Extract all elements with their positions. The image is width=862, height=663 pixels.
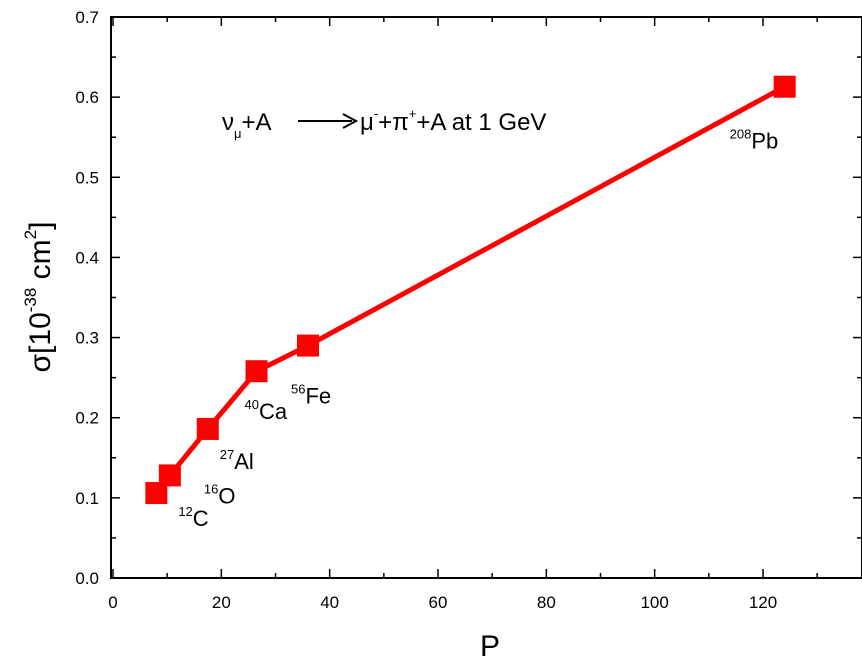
point-label-ca: 40Ca [245, 397, 288, 424]
y-axis-title-unit: cm [24, 239, 57, 287]
point-label-o: 16O [204, 481, 236, 508]
x-tick-label: 20 [212, 593, 231, 612]
isotope-mass: 27 [220, 447, 234, 462]
y-axis-title: σ[10-38 cm2] [21, 222, 57, 373]
isotope-mass: 56 [291, 382, 305, 397]
data-point-c [145, 482, 168, 505]
data-point-al [196, 417, 219, 440]
y-tick-label: 0.6 [75, 88, 99, 107]
y-axis-title-close: ] [24, 222, 57, 230]
element-symbol: O [218, 483, 235, 508]
series-line [154, 84, 786, 495]
element-symbol: C [193, 506, 209, 531]
anno-mu: μ [360, 109, 374, 136]
anno-minus: - [374, 106, 378, 121]
y-tick-label: 0.5 [75, 168, 99, 187]
element-symbol: Fe [305, 384, 331, 409]
x-tick-label: 120 [749, 593, 777, 612]
x-tick-label: 0 [108, 593, 117, 612]
reaction-arrow [298, 113, 359, 129]
data-point-o [158, 464, 181, 487]
isotope-mass: 40 [245, 397, 259, 412]
isotope-mass: 12 [178, 504, 192, 519]
element-symbol: Al [234, 449, 254, 474]
anno-pi-sup: + [409, 106, 417, 121]
x-tick-label: 100 [640, 593, 668, 612]
element-symbol: Ca [259, 399, 288, 424]
x-tick-label: 40 [320, 593, 339, 612]
data-point-ca [245, 360, 268, 383]
series-line-group [154, 84, 786, 495]
point-label-c: 12C [178, 504, 208, 531]
reaction-annotation: νμ+A [222, 109, 272, 141]
anno-plus-a: +A [242, 109, 272, 136]
data-point-fe [297, 334, 319, 357]
y-tick-label: 0.4 [75, 248, 99, 267]
anno-nu: ν [222, 109, 234, 136]
y-tick-label: 0.3 [75, 329, 99, 348]
isotope-mass: 16 [204, 481, 218, 496]
y-axis-title-unit-exp: 2 [21, 230, 40, 239]
reaction-annotation-rhs: μ-+π++A at 1 GeV [360, 106, 546, 136]
anno-plus1: + [378, 109, 392, 136]
y-axis-title-exp: -38 [21, 288, 40, 313]
y-axis-title-main: σ[10 [24, 312, 57, 372]
point-label-fe: 56Fe [291, 382, 331, 409]
x-tick-label: 80 [537, 593, 556, 612]
point-label-pb: 208Pb [730, 127, 779, 154]
axis-ticks [111, 16, 862, 579]
point-label-al: 27Al [220, 447, 254, 474]
element-symbol: Pb [751, 129, 778, 154]
anno-mu-sub: μ [234, 126, 242, 141]
x-tick-label: 60 [429, 593, 448, 612]
y-tick-label: 0.1 [75, 489, 99, 508]
isotope-mass: 208 [730, 127, 752, 142]
tick-labels: 0 20 40 60 80 100 120 0.0 0.1 0.2 0.3 0.4 0.5 0.6 0.7 [75, 8, 777, 612]
data-point-pb [773, 75, 796, 98]
anno-pi: π [392, 109, 409, 136]
y-tick-label: 0.2 [75, 409, 99, 428]
markers-group [145, 75, 796, 505]
y-tick-label: 0.7 [75, 8, 99, 27]
anno-tail: +A at 1 GeV [416, 109, 546, 136]
y-tick-label: 0.0 [75, 569, 99, 588]
x-axis-title: P [480, 630, 500, 663]
